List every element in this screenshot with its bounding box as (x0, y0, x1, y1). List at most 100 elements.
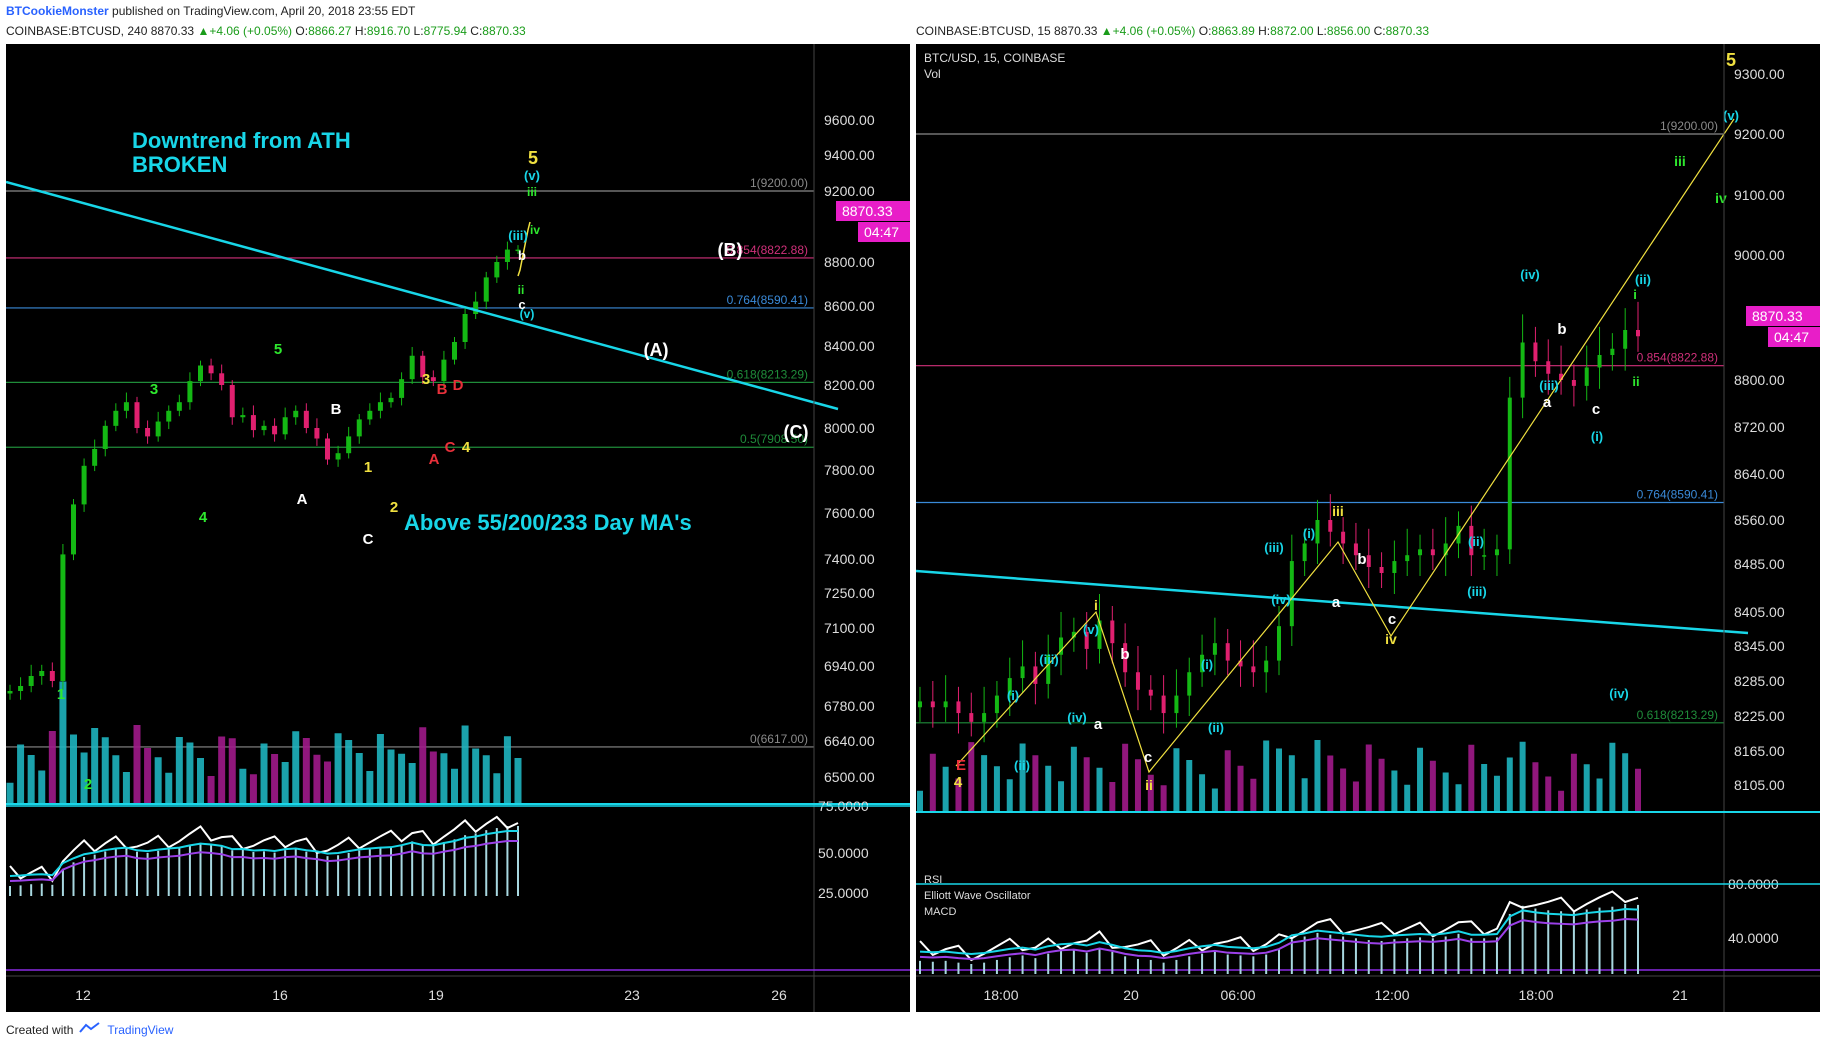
volume-bar (1224, 750, 1231, 812)
volume-bar (249, 774, 257, 804)
right-change: ▲+4.06 (+0.05%) (1100, 24, 1196, 38)
volume-bar (1263, 740, 1270, 812)
publish-line: BTCookieMonster published on TradingView… (6, 4, 415, 18)
volume-bar (472, 748, 480, 804)
y-tick-label: 6500.00 (824, 769, 875, 785)
candle-body (1443, 543, 1448, 556)
ewo-bar (1444, 936, 1447, 974)
candle-body (409, 355, 415, 380)
volume-bar (1583, 764, 1590, 812)
volume-bar (165, 772, 173, 804)
fib-level-label: 1(9200.00) (1660, 119, 1718, 133)
osc-tick-label: 50.0000 (818, 845, 869, 861)
volume-bar (408, 763, 416, 804)
ewo-bar (284, 850, 287, 896)
ewo-bar (1354, 938, 1357, 974)
volume-bar (1327, 755, 1334, 812)
ewo-bar (506, 826, 509, 896)
wave-label: (iv) (1520, 267, 1540, 282)
volume-bar (345, 740, 353, 804)
left-chart-panel[interactable]: 1(9200.00) 0.854(8822.88) 0.764(8590.41) 0.… (5, 44, 910, 1012)
volume-bar (1045, 765, 1052, 812)
candle-body (1289, 561, 1294, 627)
left-chart[interactable]: 1(9200.00) 0.854(8822.88) 0.764(8590.41) 0.… (5, 44, 910, 1012)
ewo-bar (1521, 905, 1524, 974)
volume-bar (70, 734, 77, 804)
volume-bar (144, 748, 152, 804)
x-tick-label: 20 (1123, 987, 1139, 1003)
volume-bar (1609, 742, 1616, 812)
ewo-bar (1111, 951, 1114, 974)
ewo-bar (1201, 953, 1204, 974)
volume-bar (376, 734, 384, 804)
volume-bar (1019, 743, 1026, 812)
ewo-bar (114, 849, 117, 896)
volume-bar (271, 754, 279, 804)
right-high: 8872.00 (1270, 24, 1314, 38)
candle-body (1546, 361, 1551, 374)
candle-body (92, 449, 98, 466)
volume-bar (334, 733, 342, 804)
volume-bar (313, 754, 321, 804)
volume-bar (1519, 741, 1526, 812)
volume-bar (419, 727, 427, 804)
candle-body (1507, 397, 1512, 550)
volume-bar (302, 738, 310, 804)
wave-label: C (445, 439, 456, 456)
right-chart-panel[interactable]: BTC/USD, 15, COINBASE Vol 1(9200.00) 0.85… (915, 44, 1820, 1012)
volume-bar (80, 752, 88, 804)
ewo-bar (210, 844, 213, 896)
volume-bar (503, 736, 511, 804)
ewo-bar (1265, 954, 1268, 974)
candle-body (1148, 689, 1153, 696)
volume-bar (281, 762, 289, 804)
candle-body (1418, 549, 1423, 556)
candle-body (1071, 631, 1076, 638)
author-link[interactable]: BTCookieMonster (6, 4, 109, 18)
ewo-bar (146, 852, 149, 896)
volume-bar (122, 772, 130, 804)
candle-body (1187, 672, 1192, 696)
candle-body (1533, 342, 1538, 362)
wave-label: C (363, 531, 374, 548)
volume-bar (1314, 740, 1321, 812)
right-chart[interactable]: BTC/USD, 15, COINBASE Vol 1(9200.00) 0.85… (915, 44, 1820, 1012)
fib-level-label: 0.854(8822.88) (1637, 351, 1718, 365)
ewo-bar (188, 845, 191, 896)
volume-bar (91, 728, 99, 804)
fib-level-label: 0.764(8590.41) (727, 293, 808, 307)
wave-label: (C) (784, 422, 809, 442)
wave-label: 3 (150, 381, 158, 398)
candle-body (1353, 543, 1358, 556)
ewo-bar (1124, 956, 1127, 974)
candle-body (956, 701, 961, 714)
ewo-bar (1393, 939, 1396, 974)
ewo-bar (199, 842, 202, 896)
ewo-bar (944, 960, 947, 974)
left-symbol: COINBASE:BTCUSD, 240 (6, 24, 148, 38)
ewo-bar (1431, 938, 1434, 974)
wave-label: b (1357, 551, 1366, 568)
candle-body (250, 415, 256, 431)
signal-line (919, 917, 1639, 961)
candle-body (943, 701, 948, 708)
volume-bar (398, 753, 406, 804)
footer-brand[interactable]: TradingView (107, 1022, 174, 1037)
left-countdown: 04:47 (864, 224, 899, 240)
ewo-bar (495, 828, 498, 896)
x-tick-label: 23 (624, 987, 640, 1003)
volume-bar (440, 753, 448, 804)
left-trendline (5, 180, 839, 411)
legend-macd: MACD (924, 906, 956, 918)
ewo-bar (104, 851, 107, 896)
fib-level-label: 0.854(8822.88) (727, 243, 808, 257)
wave-label: a (1094, 716, 1103, 733)
wave-label: (iii) (508, 228, 528, 243)
ewo-bar (995, 959, 998, 974)
volume-bar (239, 768, 247, 804)
ewo-bar (294, 849, 297, 896)
ewo-bar (1329, 934, 1332, 974)
ewo-bar (157, 850, 160, 896)
wave-label: (i) (1201, 657, 1213, 672)
wave-label: 5 (528, 148, 538, 168)
